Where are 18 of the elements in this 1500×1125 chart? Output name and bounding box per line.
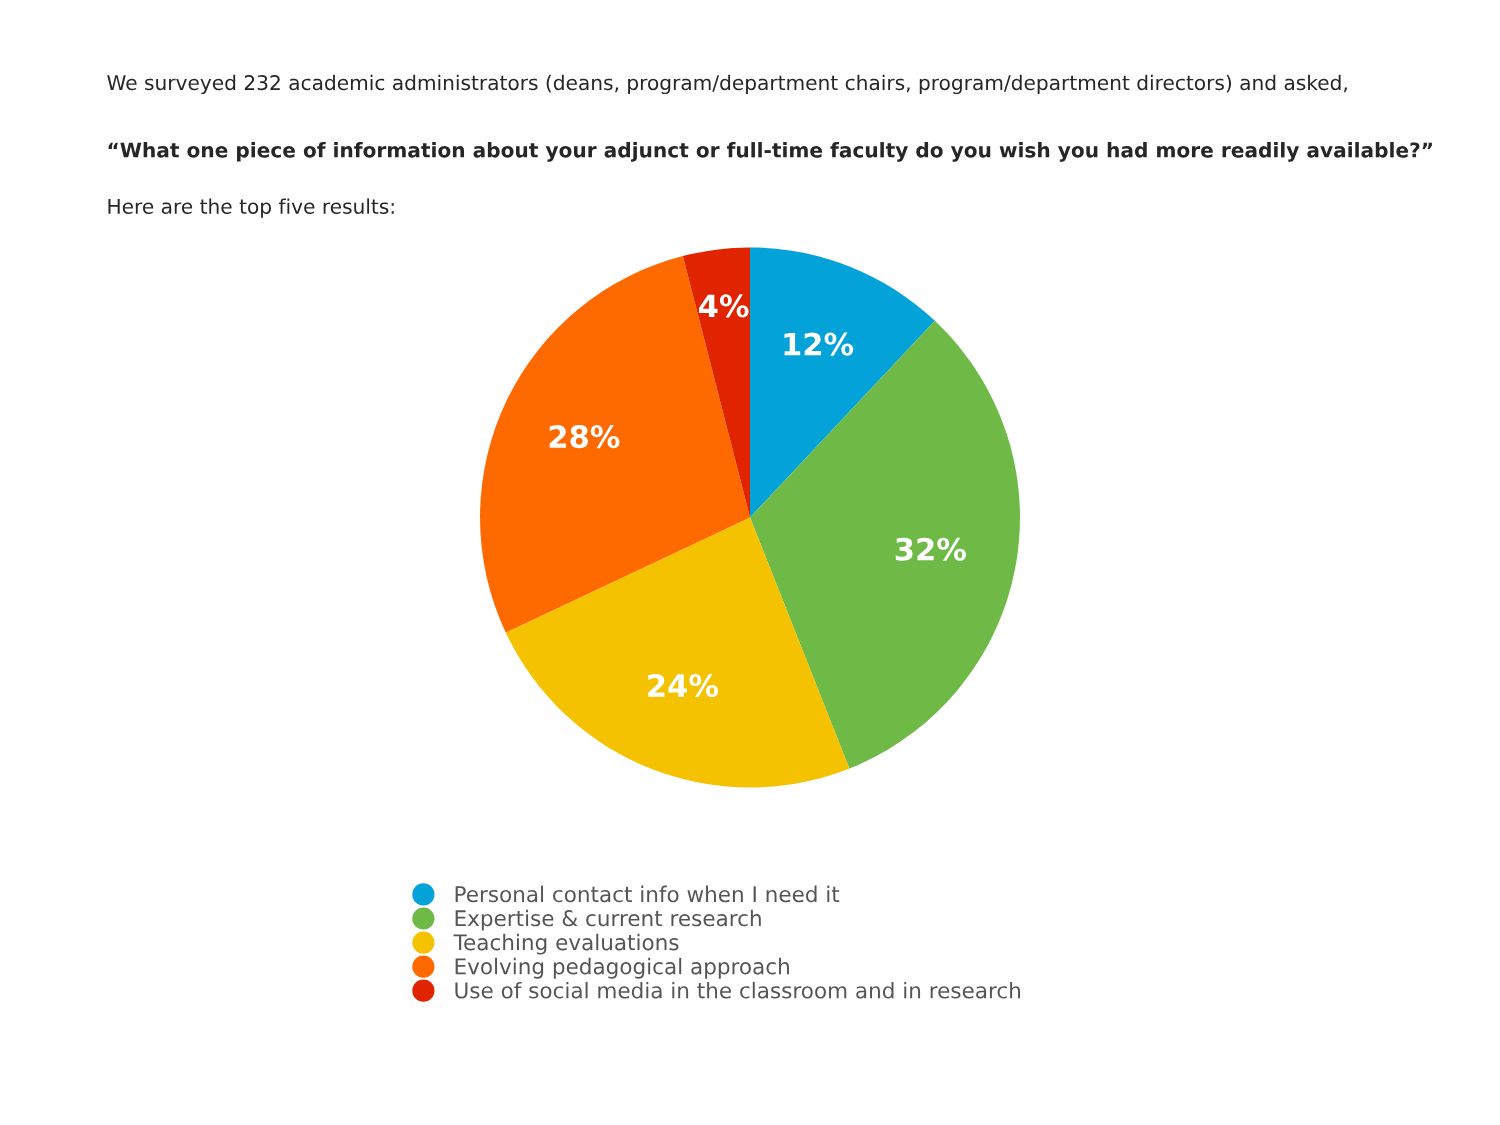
legend-label: Personal contact info when I need it <box>455 885 840 903</box>
legend-label: Expertise & current research <box>455 909 761 931</box>
pie-slice <box>682 247 750 518</box>
pie-slice <box>750 247 935 518</box>
pie-slice <box>480 255 750 633</box>
legend-label: Use of social media in the classroom and in research <box>455 981 1021 999</box>
data-label: 32% <box>895 537 966 561</box>
legend-label: Evolving pedagogical approach <box>455 957 789 979</box>
chart-subtitle: “What one piece of information about your adjunct or full-time faculty do you wish you had more readily available?” <box>108 142 1432 162</box>
data-label: 12% <box>784 332 854 356</box>
pie-slice <box>750 320 1020 769</box>
chart-title: We surveyed 232 academic administrators (deans, program/department chairs, program/department directors) and asked, <box>107 74 1347 95</box>
data-label: 4% <box>699 294 749 318</box>
pie-slice <box>505 517 850 788</box>
text: Here are the top five results: <box>108 198 394 218</box>
data-label: 28% <box>549 425 620 449</box>
data-label: 24% <box>648 673 719 698</box>
legend-label: Teaching evaluations <box>453 933 679 955</box>
